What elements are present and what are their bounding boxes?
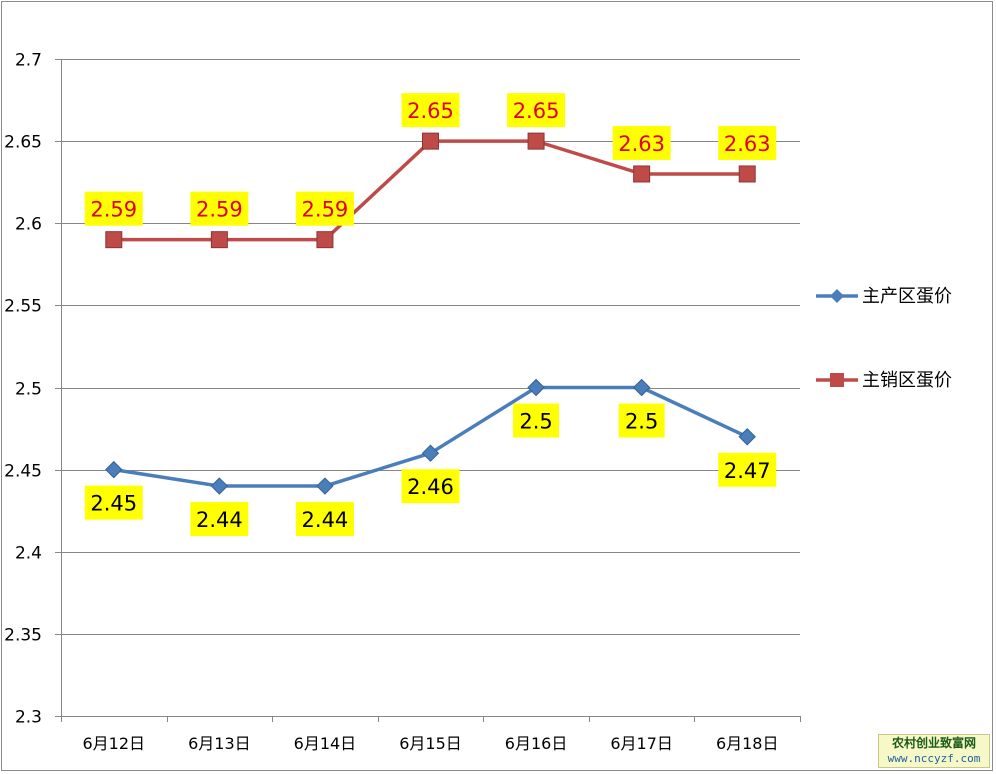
x-tick-label: 6月12日 [83,734,146,753]
data-label-background [618,403,665,438]
data-label: 2.63 [618,132,665,156]
data-point [210,231,228,249]
data-label: 2.63 [724,132,771,156]
data-label-background [401,469,460,504]
series-1: 2.45 2.44 2.44 2.46 2.5 2.5 2.47 [84,378,777,537]
legend-marker [830,373,844,387]
watermark-title: 农村创业致富网 [891,736,976,750]
x-tick-label: 6月13日 [188,734,251,753]
legend-label: 主产区蛋价 [862,286,952,307]
data-point [527,132,545,150]
data-point [421,444,440,462]
data-label: 2.65 [407,99,454,123]
data-label: 2.45 [90,492,137,516]
data-point [527,378,545,397]
data-label-background [295,191,354,226]
data-label: 2.46 [407,475,454,499]
data-point [210,477,229,495]
y-tick-label: 2.5 [15,380,42,400]
data-label-background [718,452,777,487]
x-tick-label: 6月17日 [610,734,673,753]
data-label: 2.59 [196,198,243,222]
data-label-background [507,93,566,128]
data-label-background [612,125,671,160]
data-point [632,378,651,397]
data-label: 2.47 [724,459,771,483]
data-label: 2.44 [302,508,349,532]
y-tick-label: 2.7 [15,51,42,71]
data-label-background [190,191,249,226]
data-label-background [401,93,460,128]
watermark-logo: 农村创业致富网 www.nccyzf.com [878,734,990,768]
data-point [316,231,334,249]
data-point [105,231,123,249]
data-point [422,132,439,150]
x-tick-label: 6月16日 [505,734,568,753]
y-tick-label: 2.65 [4,133,42,153]
data-label: 2.59 [302,198,349,222]
legend-marker [830,289,844,303]
x-tick-label: 6月14日 [294,734,357,753]
watermark-url: www.nccyzf.com [887,752,981,765]
data-point [738,165,756,183]
data-point [633,165,651,183]
data-label-background [84,191,143,226]
y-tick-label: 2.3 [15,708,42,728]
data-label-background [84,485,143,520]
data-label: 2.5 [625,410,658,434]
y-tick-label: 2.35 [4,626,42,646]
data-label-background [718,125,777,160]
data-label: 2.44 [196,508,243,532]
x-tick-label: 6月18日 [716,734,779,753]
legend-entry-2: 主销区蛋价 [816,370,952,391]
data-label-background [295,502,354,537]
data-point [738,428,756,446]
legend-entry-1: 主产区蛋价 [816,286,952,307]
data-label: 2.59 [90,198,137,222]
legend-label: 主销区蛋价 [862,370,952,391]
data-label-background [513,403,560,438]
y-tick-label: 2.45 [4,462,42,482]
data-label-background [190,502,249,537]
data-point [316,477,334,495]
data-label: 2.65 [513,99,560,123]
series-2: 2.59 2.59 2.59 2.65 2.65 2.63 2.63 [84,93,777,249]
y-tick-label: 2.4 [15,544,42,564]
y-tick-label: 2.55 [4,297,42,317]
y-tick-label: 2.6 [15,215,42,235]
data-point [105,460,123,479]
data-label: 2.5 [519,410,552,434]
x-tick-label: 6月15日 [399,734,462,753]
